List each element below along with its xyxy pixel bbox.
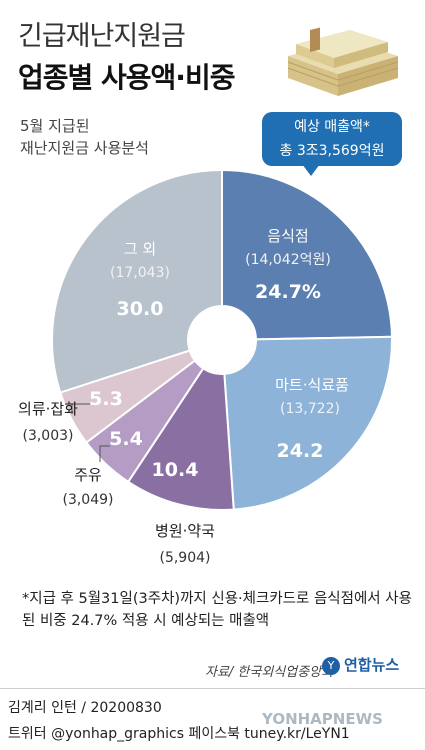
label-주유: 주유 [74,466,102,484]
leader-line [99,445,110,462]
footnote: *지급 후 5월31일(3주차)까지 신용·체크카드로 음식점에서 사용된 비중… [22,591,412,629]
value-병원-약국: 10.4 [152,459,199,481]
slice-마트-식료품 [223,335,393,511]
subtitle-line1: 5월 지급된 [20,117,90,135]
label-의류-잡화: 의류·잡화 [18,400,78,418]
amount-주유: (3,049) [62,492,113,508]
value-그-외: 30.0 [117,298,164,320]
value-음식점: 24.7% [255,281,321,303]
label-마트-식료품: 마트·식료품 [275,376,349,394]
yonhap-logo-icon: Y [322,657,340,675]
value-주유: 5.4 [109,428,143,450]
donut-hole [188,306,256,374]
value-마트-식료품: 24.2 [277,440,324,462]
source: 자료/ 한국외식업중앙회 [205,665,334,680]
amount-그-외: (17,043) [110,265,170,281]
label-음식점: 음식점 [267,227,308,245]
title-line1: 긴급재난지원금 [18,21,186,52]
social-links: 트위터 @yonhap_graphics 페이스북 tuney.kr/LeYN1 [8,726,350,742]
callout-tail [302,164,320,176]
amount-의류-잡화: (3,003) [22,428,73,444]
donut-chart: 음식점 (14,042억원) 24.7% 마트·식료품 (13,722) 24.2 병원·약… [18,168,393,566]
value-의류-잡화: 5.3 [89,388,123,410]
subtitle-line2: 재난지원금 사용분석 [20,139,149,157]
callout-bubble: 예상 매출액* 총 3조3,569억원 [262,112,402,166]
amount-음식점: (14,042억원) [245,252,331,268]
callout-line2: 총 3조3,569억원 [279,143,385,159]
logo-text: 연합뉴스 [344,656,400,674]
money-stack-icon [287,27,399,96]
slice-음식점 [221,168,393,341]
watermark: YONHAPNEWS [262,710,383,728]
label-병원-약국: 병원·약국 [155,522,215,540]
leader-line [71,403,90,414]
divider [0,688,425,689]
amount-마트-식료품: (13,722) [280,401,340,417]
label-그-외: 그 외 [124,240,156,258]
credit: 김계리 인턴 / 20200830 [8,700,162,716]
title-line2: 업종별 사용액·비중 [18,61,235,94]
amount-병원-약국: (5,904) [159,550,210,566]
callout-line1: 예상 매출액* [294,119,370,135]
